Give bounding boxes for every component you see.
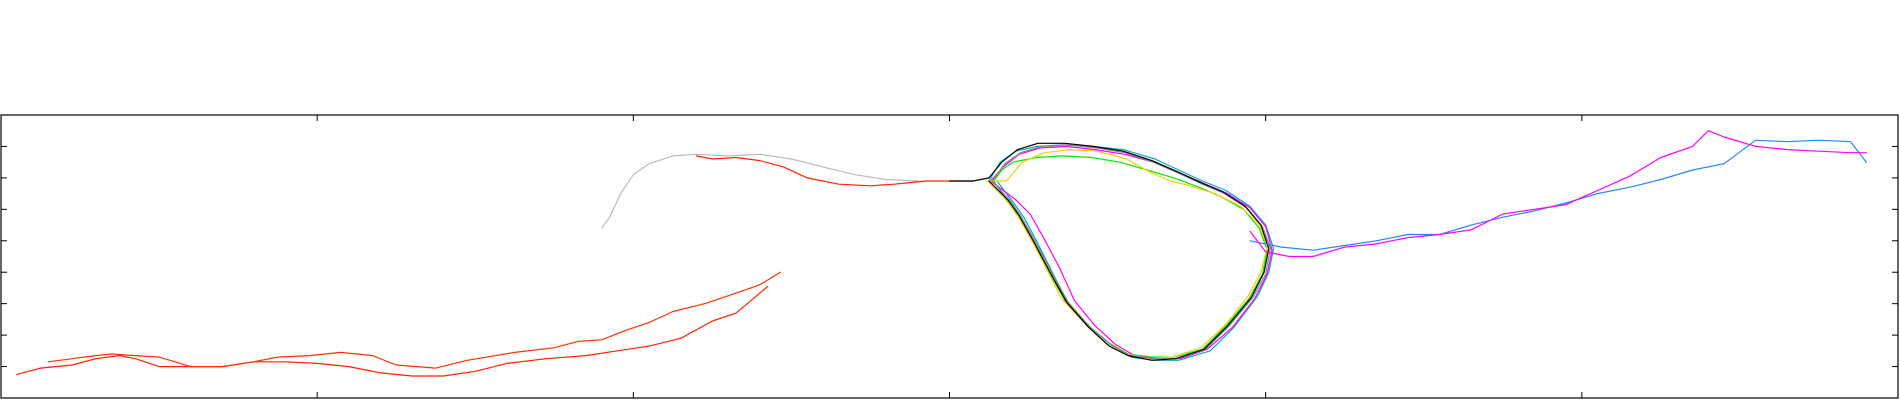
series-group [16, 130, 1868, 377]
trajectory-line-0 [16, 285, 769, 377]
trajectory-line-6 [989, 145, 1273, 360]
trajectory-line-7 [986, 149, 1268, 360]
axes-frame [0, 114, 1899, 399]
trajectory-line-3 [695, 155, 974, 187]
trajectory-line-2 [601, 153, 919, 229]
trajectory-line-1 [47, 271, 782, 369]
trajectory-line-8 [991, 144, 1272, 360]
trajectory-line-10 [1249, 139, 1868, 251]
trajectory-line-11 [1249, 130, 1868, 258]
trajectory-line-5 [993, 155, 1268, 358]
axis-ticks [1, 115, 1898, 398]
trajectory-line-9 [948, 142, 1270, 361]
